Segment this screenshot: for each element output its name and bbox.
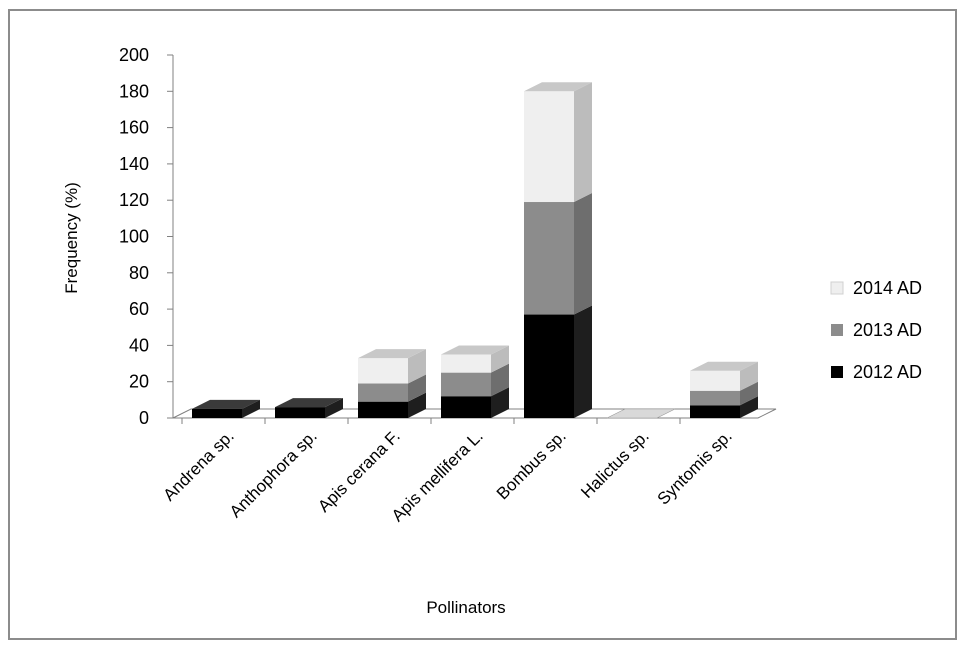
bar-segment: [524, 91, 574, 203]
y-tick-label: 200: [119, 45, 149, 65]
bar-segment: [690, 390, 740, 406]
bar-stack: [358, 349, 426, 418]
bar-segment: [275, 407, 325, 418]
x-tick-label: Bombus sp.: [493, 426, 570, 503]
bar-segment-side: [491, 387, 509, 418]
bar-segment: [441, 372, 491, 397]
x-tick-label: Andrena sp.: [160, 426, 238, 504]
bar-segment: [524, 202, 574, 315]
x-tick-label: Anthophora sp.: [226, 426, 321, 521]
y-tick-label: 40: [129, 335, 149, 355]
bar-segment-top: [690, 361, 758, 371]
bar-stack: [606, 408, 676, 419]
bar-segment-side: [574, 305, 592, 418]
legend-swatch: [831, 324, 843, 336]
y-tick-label: 100: [119, 227, 149, 247]
bar-segment: [441, 354, 491, 373]
y-tick-label: 160: [119, 118, 149, 138]
bar-segment-side: [740, 381, 758, 406]
bar-segment-side: [408, 392, 426, 418]
bar-segment: [690, 370, 740, 391]
x-axis-title: Pollinators: [426, 598, 505, 617]
x-tick-label: Apis cerana F.: [314, 426, 404, 516]
bar-segment-top: [524, 82, 592, 92]
bar-segment: [690, 405, 740, 418]
x-tick-label: Apis mellifera L.: [388, 426, 487, 525]
bar-segment-top: [275, 398, 343, 408]
bar-segment-side: [740, 396, 758, 418]
bar-segment-side: [574, 82, 592, 203]
bar-segment: [358, 401, 408, 418]
bar-segment-side: [242, 399, 260, 418]
y-tick-label: 80: [129, 263, 149, 283]
bar-segment: [358, 358, 408, 384]
chart-frame: [8, 9, 957, 640]
y-tick-label: 0: [139, 408, 149, 428]
bar-segment: [524, 314, 574, 418]
x-tick-label: Halictus sp.: [577, 426, 653, 502]
y-axis-title: Frequency (%): [62, 182, 81, 293]
bar-segment-side: [408, 374, 426, 402]
bar-segment-side: [408, 349, 426, 384]
bar-segment-side: [740, 361, 758, 391]
bar-segment-side: [325, 398, 343, 418]
bar-segment: [441, 396, 491, 418]
x-axis: Andrena sp.Anthophora sp.Apis cerana F.A…: [160, 418, 736, 525]
legend-label: 2012 AD: [853, 362, 922, 382]
legend-swatch: [831, 366, 843, 378]
y-tick-label: 180: [119, 81, 149, 101]
legend-label: 2014 AD: [853, 278, 922, 298]
bar-segment-side: [574, 193, 592, 315]
bar-stack: [275, 398, 343, 418]
bar-segment-top: [192, 399, 260, 409]
y-tick-label: 140: [119, 154, 149, 174]
bar-segment-top: [441, 345, 509, 355]
legend-swatch: [830, 281, 844, 295]
bar-segment-top: [358, 349, 426, 359]
bar-stack: [690, 361, 758, 418]
legend-label: 2013 AD: [853, 320, 922, 340]
bar-stack: [524, 82, 592, 418]
bar-segment: [358, 383, 408, 402]
bar-stack: [441, 345, 509, 418]
bar-stack: [192, 399, 260, 418]
y-tick-label: 20: [129, 372, 149, 392]
y-tick-label: 60: [129, 299, 149, 319]
legend: 2014 AD 2013 AD 2012 AD: [830, 278, 922, 382]
bar-segment-side: [491, 345, 509, 373]
x-tick-label: Syntomis sp.: [654, 426, 736, 508]
bar-segment-empty: [606, 408, 676, 419]
y-tick-label: 120: [119, 190, 149, 210]
bars: [192, 82, 758, 419]
bar-segment: [192, 408, 242, 418]
y-axis: 0 20 40 60 80 100 120 140 160 180 200: [119, 45, 174, 428]
bar-segment-side: [491, 363, 509, 397]
